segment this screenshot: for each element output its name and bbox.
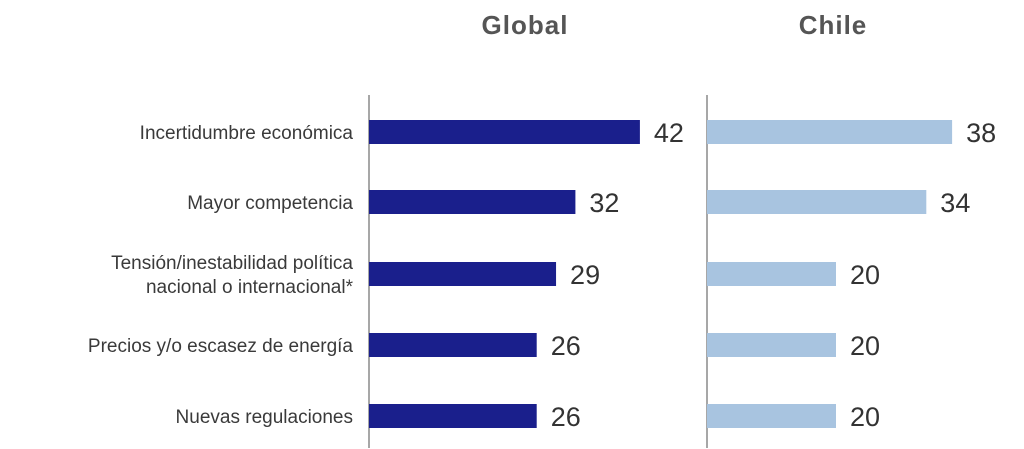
chile-value-label-0: 38 (966, 118, 996, 148)
chile-value-label-4: 20 (850, 402, 880, 432)
category-label-line: Precios y/o escasez de energía (88, 336, 354, 357)
global-bar-2 (369, 262, 557, 286)
chile-bar-2 (707, 262, 836, 286)
global-value-label-4: 26 (551, 402, 581, 432)
chile-bar-4 (707, 404, 836, 428)
category-label-0: Incertidumbre económica (140, 123, 354, 144)
global-panel-title: Global (482, 10, 569, 40)
chile-bar-3 (707, 333, 836, 357)
category-label-line: Mayor competencia (187, 193, 353, 214)
chile-panel-title: Chile (799, 10, 868, 40)
chile-value-label-1: 34 (940, 188, 970, 218)
global-value-label-3: 26 (551, 331, 581, 361)
global-value-label-0: 42 (654, 118, 684, 148)
global-value-label-2: 29 (570, 260, 600, 290)
chile-bars: 38 34 20 20 20 (707, 118, 996, 432)
chile-value-label-2: 20 (850, 260, 880, 290)
category-labels: Incertidumbre económica Mayor competencia… (88, 123, 354, 428)
global-bars: 42 32 29 26 26 (369, 118, 684, 432)
category-label-3: Precios y/o escasez de energía (88, 336, 354, 357)
global-bar-0 (369, 120, 640, 144)
category-label-2: Tensión/inestabilidad política nacional o… (111, 253, 353, 298)
category-label-line: Nuevas regulaciones (176, 407, 353, 428)
category-label-line: Incertidumbre económica (140, 123, 354, 144)
chile-value-label-3: 20 (850, 331, 880, 361)
global-bar-4 (369, 404, 537, 428)
global-value-label-1: 32 (589, 188, 619, 218)
global-bar-3 (369, 333, 537, 357)
chile-bar-0 (707, 120, 953, 144)
category-label-line: Tensión/inestabilidad política (111, 253, 353, 274)
category-label-4: Nuevas regulaciones (176, 407, 353, 428)
category-label-line: nacional o internacional* (146, 277, 354, 298)
global-bar-1 (369, 190, 576, 214)
category-label-1: Mayor competencia (187, 193, 353, 214)
chile-bar-1 (707, 190, 927, 214)
